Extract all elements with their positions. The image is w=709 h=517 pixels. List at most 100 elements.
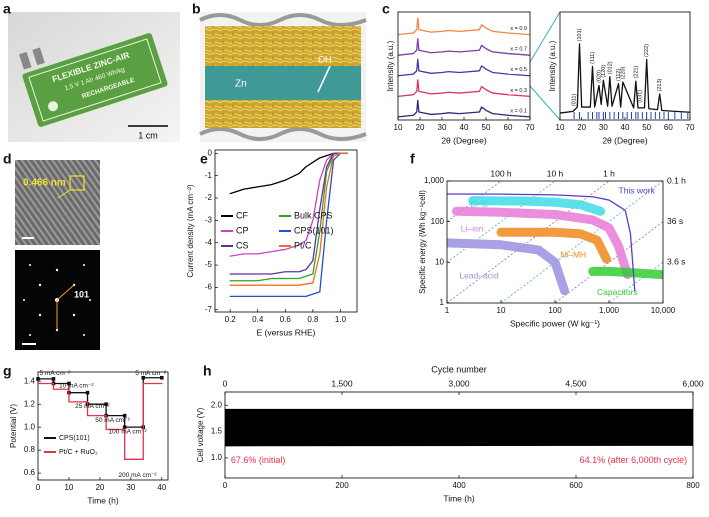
x-tick-label: 10 <box>556 123 565 132</box>
series-line <box>398 99 530 118</box>
x2-tick-label: 3,000 <box>448 378 470 388</box>
x-axis-label: E (versus RHE) <box>256 327 315 337</box>
plot-frame <box>224 391 694 479</box>
y-tick-label: 1.5 <box>211 427 223 436</box>
x-tick-label: 0 <box>223 481 228 490</box>
region-band <box>452 206 632 280</box>
time-line-label: 1 h <box>603 168 615 178</box>
region-band <box>588 266 663 280</box>
panel-label: d <box>3 151 12 167</box>
x-axis-label: Time (h) <box>443 493 474 503</box>
series-line <box>38 382 163 460</box>
x-tick-label: 0.2 <box>225 315 237 324</box>
x-tick-label: 30 <box>438 123 447 132</box>
y-axis-label: Potential (V) <box>9 404 18 448</box>
annotation: (020) <box>596 70 602 83</box>
x-tick-label: 30 <box>126 483 135 492</box>
zn-label: Zn <box>235 79 247 90</box>
plot-frame <box>446 180 664 304</box>
marker <box>67 381 71 386</box>
annotation: (011) <box>572 94 578 107</box>
y-tick-label: -7 <box>205 305 213 314</box>
y-tick-label: 1,000 <box>424 176 445 185</box>
time-line <box>447 181 556 263</box>
annotation: (111) <box>590 52 596 64</box>
series-label: Capacitors <box>597 287 638 297</box>
series-label: Li–ion <box>461 224 484 234</box>
legend-label: CPS(101) <box>59 435 90 442</box>
y-axis-label: Current density (mA cm⁻²) <box>186 184 195 277</box>
x-tick-label: 400 <box>452 481 466 490</box>
x-tick-label: 40 <box>157 483 166 492</box>
legend-label: CF <box>236 210 248 220</box>
time-line-label: 10 h <box>547 168 564 178</box>
y-tick-label: 0.8 <box>24 445 36 454</box>
panel-label: f <box>410 151 415 167</box>
x-tick-label: 0.4 <box>252 315 264 324</box>
series-label: x = 0.5 <box>510 67 527 73</box>
time-line <box>554 221 663 303</box>
y-tick-label: 1.0 <box>24 422 36 431</box>
x-tick-label: 0.6 <box>280 315 292 324</box>
x-tick-label: 30 <box>599 123 608 132</box>
region-band <box>468 196 606 216</box>
y-tick-label: 1.2 <box>24 399 36 408</box>
annotation: (222) <box>644 44 650 57</box>
x-tick-label: 50 <box>482 123 491 132</box>
x-tick-label: 1.0 <box>335 315 347 324</box>
time-line-label: 0.1 h <box>667 175 686 185</box>
x-tick-label: 60 <box>504 123 513 132</box>
y-tick-label: -4 <box>205 238 213 247</box>
annotation: 10 mA cm⁻² <box>59 383 94 390</box>
y-tick-label: 1.4 <box>24 376 36 385</box>
annotation: 67.6% (initial) <box>231 455 286 465</box>
annotation: (101) <box>577 28 583 41</box>
annotation: (213) <box>657 78 663 91</box>
y-axis-label: Intensity (a.u.) <box>548 40 557 91</box>
series-line <box>398 38 530 56</box>
annotation: 64.1% (after 6,000th cycle) <box>580 455 688 465</box>
legend-label: Pt/C <box>294 240 312 250</box>
series-label: Lead–acid <box>459 271 499 281</box>
voltage-band <box>225 408 693 447</box>
marker <box>160 375 164 380</box>
series-label: Ni–MH <box>560 249 586 259</box>
y-tick-label: 100 <box>431 217 445 226</box>
y-tick-label: -6 <box>205 283 213 292</box>
x-axis-label: 2θ (Degree) <box>441 135 487 145</box>
x-tick-label: 40 <box>621 123 630 132</box>
panel-label: e <box>200 151 208 167</box>
series-line <box>398 17 530 36</box>
series-label: x = 0.9 <box>510 26 527 32</box>
x-tick-label: 70 <box>526 123 535 132</box>
x-axis-label: Time (h) <box>87 495 118 505</box>
series-line <box>398 58 530 77</box>
lattice-spacing: 0.466 nm <box>23 178 66 189</box>
series-line <box>229 152 348 286</box>
annotation: 5 mA cm⁻² <box>135 370 167 377</box>
x-tick-label: 100 <box>548 306 562 315</box>
series-line <box>229 152 348 298</box>
y-axis-label: Cell voltage (V) <box>196 407 205 462</box>
annotation: (120) <box>601 65 607 78</box>
photo-a: FLEXIBLE ZINC-AIR 1.5 V 1 Ah 460 Wh/kg R… <box>8 12 180 142</box>
x-tick-label: 10 <box>497 306 506 315</box>
marker <box>122 413 127 418</box>
marker <box>104 402 108 406</box>
x2-tick-label: 1,500 <box>331 378 353 388</box>
x-tick-label: 800 <box>686 481 700 490</box>
y-tick-label: 0.6 <box>24 468 36 477</box>
x2-tick-label: 0 <box>223 378 228 388</box>
micrograph-d: 0.466 nm 101 <box>15 160 100 350</box>
y-tick-label: 0 <box>208 148 213 157</box>
y-tick-label: 2.0 <box>211 400 223 409</box>
annotation: 50 mA cm⁻² <box>95 417 130 424</box>
x2-axis-label: Cycle number <box>431 364 487 374</box>
y-tick-label: -1 <box>205 171 213 180</box>
x2-tick-label: 6,000 <box>682 378 704 388</box>
panel-label: b <box>192 1 201 17</box>
legend-label: CS <box>236 240 249 250</box>
x-tick-label: 70 <box>686 123 695 132</box>
panel-label: h <box>203 363 212 379</box>
zoom-line <box>529 11 561 63</box>
